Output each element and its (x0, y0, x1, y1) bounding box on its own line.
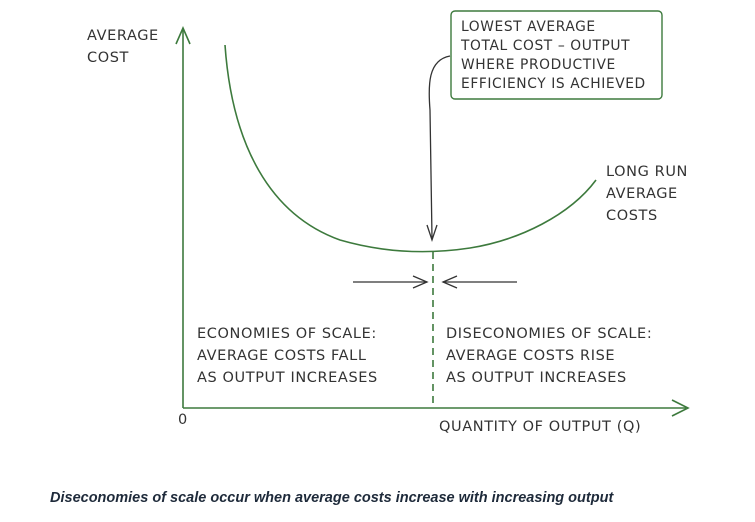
economies-text-line: AVERAGE COSTS FALL (197, 348, 367, 364)
diseconomies-of-scale-text: DISECONOMIES OF SCALE: AVERAGE COSTS RIS… (446, 326, 658, 386)
origin-label: 0 (178, 412, 188, 428)
callout-text-line: WHERE PRODUCTIVE (461, 57, 616, 73)
figure-caption: Diseconomies of scale occur when average… (50, 490, 614, 506)
y-axis-label-line: COST (87, 50, 129, 66)
y-axis-arrowhead (175, 26, 191, 45)
curve-label-line: AVERAGE (606, 186, 678, 202)
callout-text-line: EFFICIENCY IS ACHIEVED (461, 76, 646, 92)
diseconomies-text-line: AS OUTPUT INCREASES (446, 370, 627, 386)
y-axis-label-line: AVERAGE (87, 28, 159, 44)
right-arrow-head (441, 275, 458, 289)
economies-text-line: AS OUTPUT INCREASES (197, 370, 378, 386)
callout-pointer-arrow (428, 55, 451, 239)
callout-text-line: TOTAL COST – OUTPUT (460, 38, 630, 54)
x-axis-label: QUANTITY OF OUTPUT (Q) (439, 419, 641, 435)
economies-text-line: ECONOMIES OF SCALE: (197, 326, 377, 342)
callout-box (450, 10, 663, 100)
diseconomies-text-line: AVERAGE COSTS RISE (446, 348, 615, 364)
curve-label-line: COSTS (606, 208, 658, 224)
economies-of-scale-text: ECONOMIES OF SCALE: AVERAGE COSTS FALL A… (197, 326, 382, 386)
callout-pointer-arrowhead (426, 224, 438, 243)
long-run-average-cost-curve (224, 44, 597, 253)
x-axis-arrowhead (671, 399, 690, 417)
curve-label-line: LONG RUN (606, 164, 688, 180)
diseconomies-text-line: DISECONOMIES OF SCALE: (446, 326, 652, 342)
curve-label: LONG RUN AVERAGE COSTS (606, 164, 693, 224)
y-axis-label: AVERAGE COST (87, 28, 164, 66)
callout-text-line: LOWEST AVERAGE (461, 19, 596, 35)
callout-text: LOWEST AVERAGE TOTAL COST – OUTPUT WHERE… (460, 19, 646, 92)
left-arrow-head (412, 275, 429, 289)
